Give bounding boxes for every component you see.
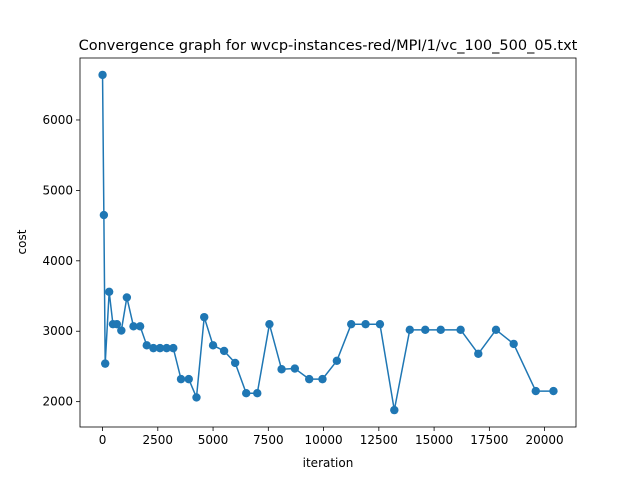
data-point: [149, 343, 158, 353]
chart-title: Convergence graph for wvcp-instances-red…: [79, 38, 578, 54]
x-tick-label: 0: [99, 433, 107, 447]
data-point: [99, 210, 109, 220]
data-point: [347, 319, 356, 329]
data-point: [361, 319, 370, 329]
data-point: [509, 339, 518, 349]
plot-area: 0 2500 5000 7500 10000 12500 15000 17500 20000 20…: [42, 57, 577, 447]
data-point: [265, 319, 274, 329]
data-point: [230, 358, 240, 368]
data-point: [176, 374, 186, 384]
x-tick-label: 17500: [470, 433, 508, 447]
data-point: [100, 359, 110, 368]
y-axis-label: cost: [15, 229, 29, 254]
x-tick-label: 20000: [526, 433, 564, 447]
data-point: [104, 287, 114, 296]
data-point: [421, 325, 430, 335]
data-point: [242, 388, 251, 398]
x-tick-label: 2500: [143, 433, 174, 447]
x-axis-label: iteration: [303, 456, 354, 470]
y-tick-label: 3000: [42, 324, 73, 338]
axes-frame: [79, 57, 577, 428]
data-point: [219, 346, 229, 356]
data-point: [531, 386, 540, 396]
data-point: [456, 325, 465, 335]
data-point: [192, 393, 201, 402]
data-point: [290, 364, 300, 373]
data-point: [318, 374, 327, 384]
data-point: [184, 374, 193, 384]
data-point: [142, 341, 151, 350]
y-tick-label: 2000: [42, 395, 73, 409]
y-tick-label: 4000: [42, 254, 73, 268]
data-point: [208, 341, 218, 350]
x-tick-label: 7500: [253, 433, 284, 447]
data-point: [549, 386, 558, 396]
data-point: [162, 343, 171, 353]
x-tick-label: 15000: [415, 433, 453, 447]
data-point: [122, 293, 132, 302]
data-point: [436, 325, 445, 335]
data-point: [375, 319, 385, 329]
data-point: [155, 343, 165, 353]
data-point: [129, 322, 138, 331]
data-point: [474, 349, 483, 358]
data-point: [332, 356, 342, 366]
y-tick-label: 6000: [42, 113, 73, 127]
data-point: [135, 322, 145, 331]
data-point: [200, 312, 209, 322]
x-tick-label: 12500: [360, 433, 398, 447]
data-point: [253, 388, 262, 398]
data-point: [491, 325, 501, 335]
data-point: [277, 365, 286, 374]
x-tick-label: 5000: [198, 433, 229, 447]
data-point: [390, 405, 399, 415]
x-tick-label: 10000: [304, 433, 342, 447]
data-point: [98, 70, 107, 80]
data-point: [112, 319, 122, 329]
data-point: [405, 325, 414, 335]
data-point: [305, 374, 314, 384]
y-tick-label: 5000: [42, 183, 73, 197]
data-point: [117, 326, 126, 335]
data-point: [169, 343, 178, 353]
